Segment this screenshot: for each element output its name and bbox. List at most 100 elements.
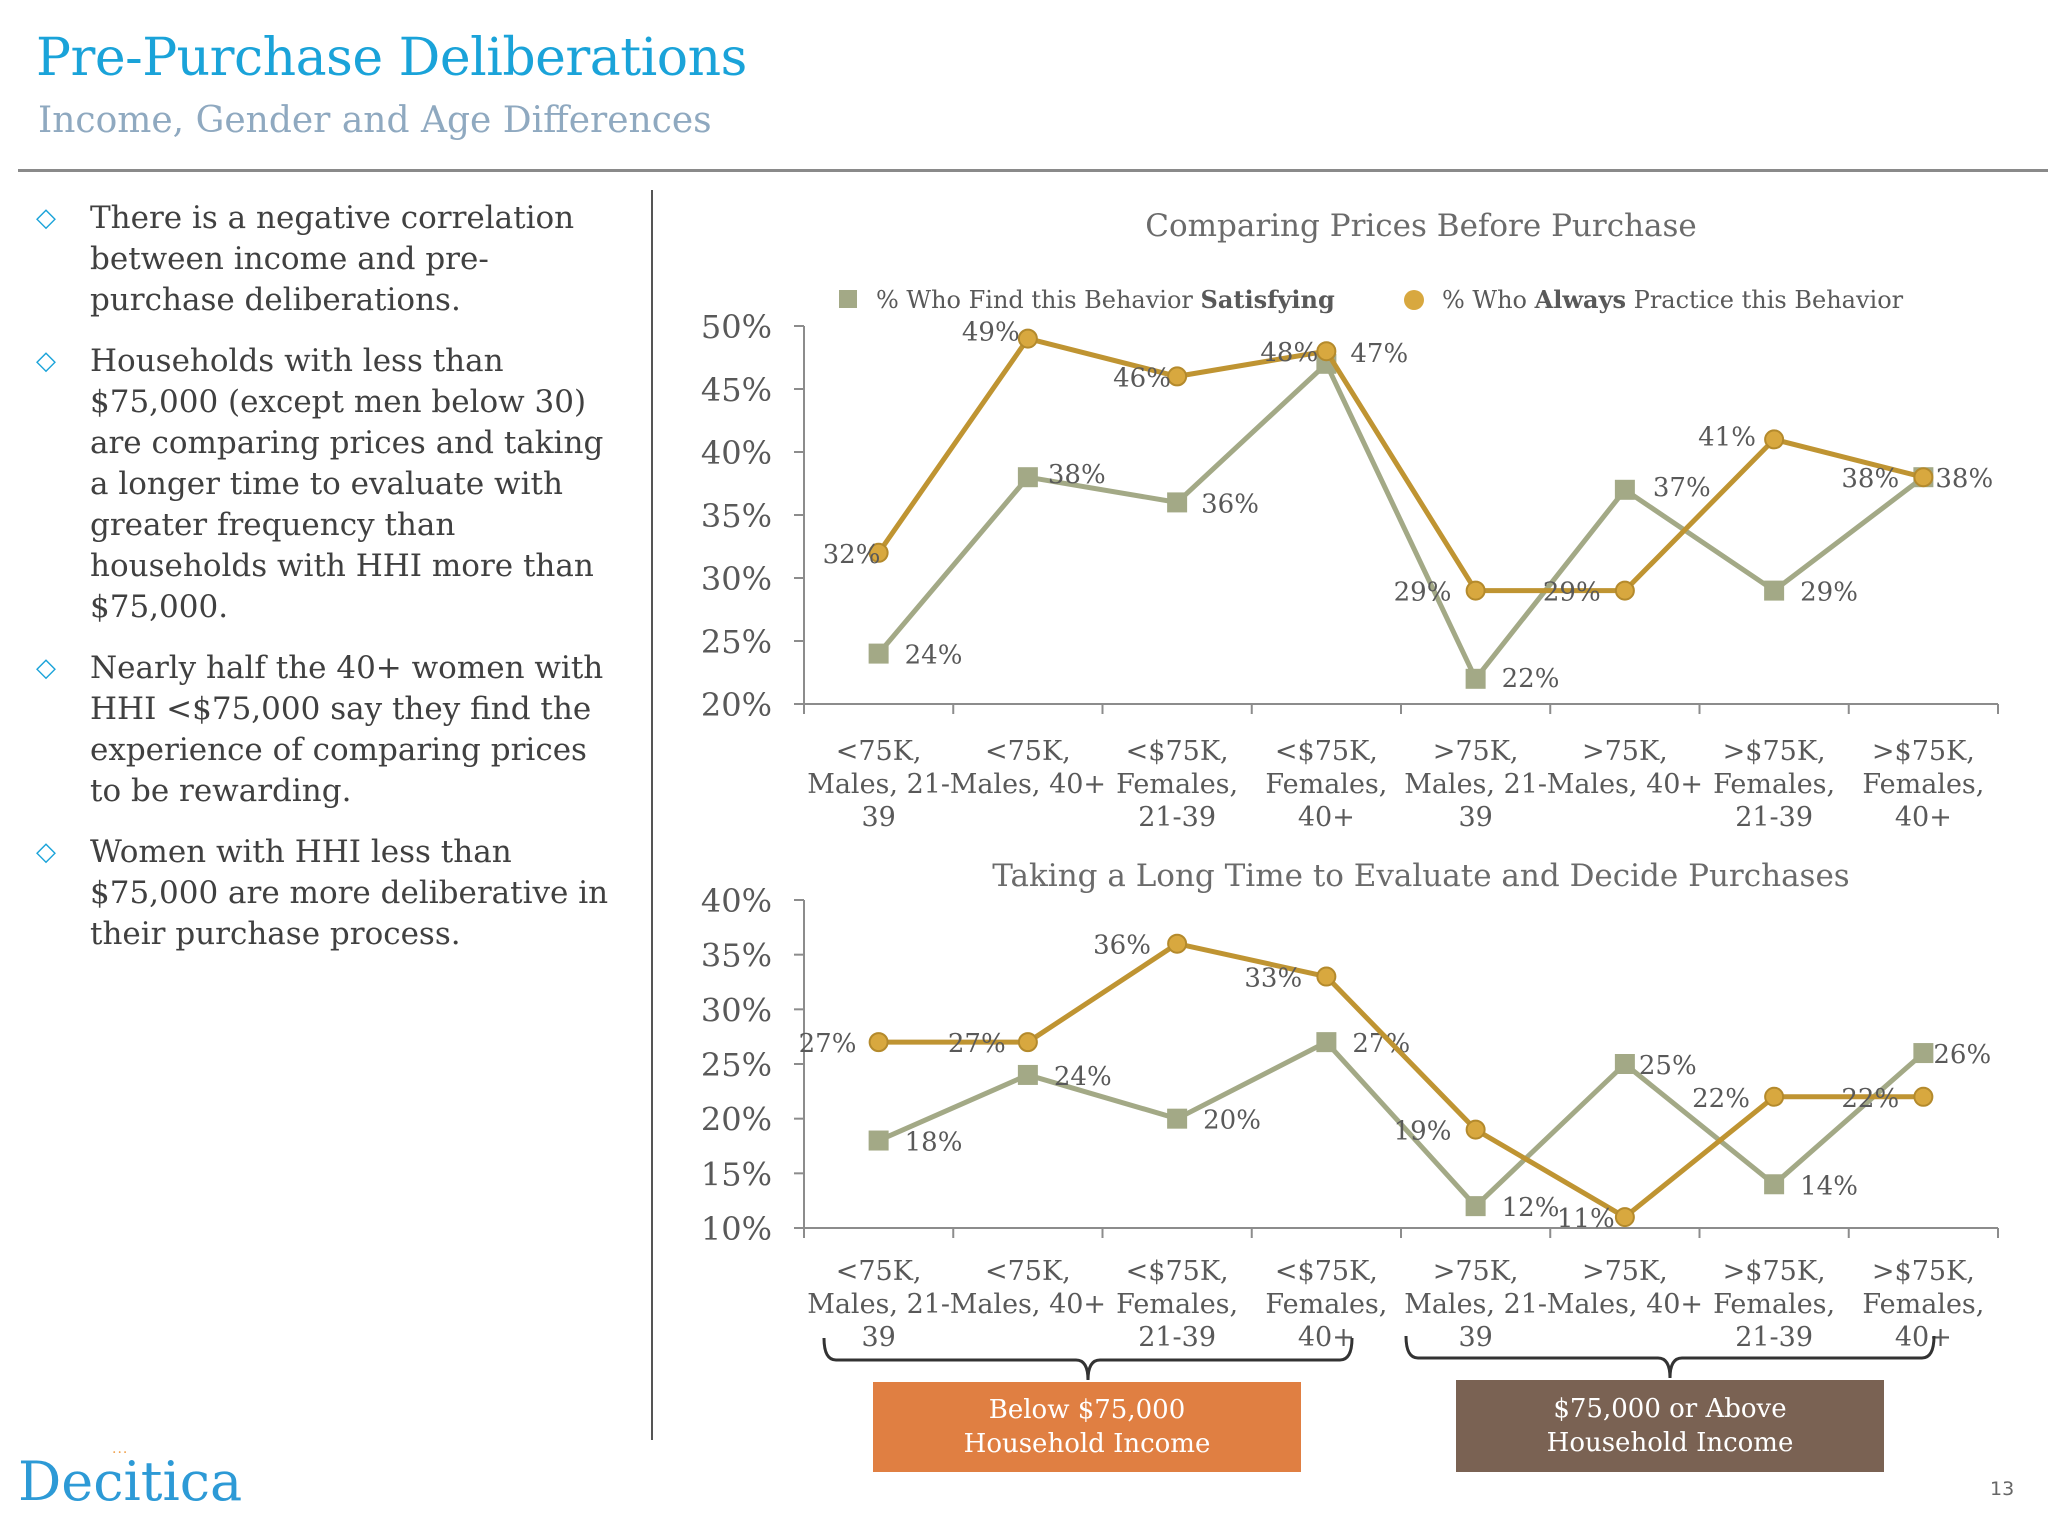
legend-text: Practice this Behavior (1626, 286, 1904, 314)
x-tick-label-line: <75K, (985, 1256, 1071, 1287)
line-chart-1: Comparing Prices Before Purchase 20% 25% 30… (701, 208, 1999, 833)
x-tick-label: <$75K, Females, 21-39 (1116, 736, 1238, 833)
data-label-always: 22% (1841, 1084, 1899, 1114)
data-label-always: 49% (962, 318, 1020, 348)
x-tick-label-line: <75K, (836, 736, 922, 767)
bullet-item: ◇ There is a negative correlation between… (36, 198, 616, 321)
x-tick-label-line: 21-39 (1138, 1322, 1216, 1353)
x-tick-label-line: <$75K, (1275, 1256, 1378, 1287)
data-point-always (1614, 580, 1635, 601)
data-point-always (1017, 1032, 1038, 1053)
data-label-satisfying: 12% (1502, 1193, 1560, 1223)
page-number: 13 (1990, 1478, 2015, 1500)
data-point-always (1913, 1086, 1934, 1107)
bullet-item: ◇ Nearly half the 40+ women with HHI <$75… (36, 648, 616, 812)
x-tick-label: >75K, Males, 21-39 (1404, 1256, 1547, 1353)
x-tick-label-line: <$75K, (1126, 736, 1229, 767)
x-tick-label: <75K, Males, 40+ (950, 736, 1106, 800)
series-line-always (876, 336, 1924, 594)
data-point-satisfying (1167, 1108, 1188, 1129)
data-label-satisfying: 24% (1054, 1062, 1112, 1092)
x-tick-label-line: 40+ (1895, 1322, 1952, 1353)
x-tick-label-line: Males, 40+ (950, 769, 1106, 800)
x-tick-label: >75K, Males, 40+ (1547, 1256, 1703, 1320)
data-point-satisfying (1764, 580, 1785, 601)
y-tick-label: 45% (701, 371, 772, 409)
x-tick-label: <75K, Males, 21-39 (807, 736, 950, 833)
data-label-always: 36% (1093, 931, 1151, 961)
x-tick-label-line: 21-39 (1735, 802, 1813, 833)
x-tick-label-line: >$75K, (1723, 736, 1826, 767)
x-tick-label-line: Males, 40+ (1547, 1289, 1703, 1320)
x-tick-label-line: Males, 40+ (1547, 769, 1703, 800)
data-point-satisfying (1465, 1196, 1486, 1217)
data-label-always: 27% (948, 1029, 1006, 1059)
data-label-satisfying: 38% (1935, 464, 1993, 494)
data-label-satisfying: 36% (1201, 489, 1259, 519)
x-tick-label-line: >$75K, (1872, 1256, 1975, 1287)
legend-label-always: % Who Always Practice this Behavior (1442, 285, 1904, 314)
series-line-satisfying (876, 361, 1925, 682)
data-point-always (1316, 341, 1337, 362)
x-tick-label: <75K, Males, 40+ (950, 1256, 1106, 1320)
bullet-text: There is a negative correlation between … (90, 200, 575, 318)
data-point-always (1614, 1207, 1635, 1228)
data-point-always (1017, 328, 1038, 349)
data-label-satisfying: 37% (1653, 473, 1711, 503)
group-label-line: Below $75,000 (988, 1395, 1186, 1425)
x-tick-label-line: 39 (861, 802, 895, 833)
x-tick-label: >$75K, Females, 40+ (1862, 1256, 1984, 1353)
data-label-always: 27% (799, 1029, 857, 1059)
x-tick-label-line: 21-39 (1138, 802, 1216, 833)
data-point-satisfying (1316, 1032, 1337, 1053)
chart-legend: % Who Find this Behavior Satisfying % Who… (839, 285, 1904, 314)
above-75k-brace (1404, 1335, 1936, 1379)
x-tick-label-line: 40+ (1298, 802, 1355, 833)
y-tick-label: 20% (701, 686, 772, 724)
group-label-line: Household Income (1546, 1428, 1794, 1458)
x-tick-label-line: 39 (861, 1322, 895, 1353)
data-label-satisfying: 20% (1203, 1106, 1261, 1136)
data-point-always (1465, 580, 1486, 601)
data-label-always: 38% (1841, 464, 1899, 494)
x-tick-label-line: <75K, (836, 1256, 922, 1287)
y-tick-label: 15% (701, 1155, 772, 1193)
data-point-always (1764, 1086, 1785, 1107)
data-label-satisfying: 29% (1800, 578, 1858, 608)
x-tick-label-line: Females, (1862, 1289, 1984, 1320)
x-tick-label-line: Females, (1265, 1289, 1387, 1320)
x-tick-label-line: 40+ (1895, 802, 1952, 833)
legend-label-satisfying: % Who Find this Behavior Satisfying (876, 285, 1335, 314)
title-divider (18, 169, 2048, 172)
legend-marker-satisfying (839, 290, 857, 308)
y-tick-label: 40% (701, 882, 772, 920)
x-tick-label-line: Females, (1713, 1289, 1835, 1320)
legend-text-bold: Always (1534, 285, 1626, 314)
series-line-satisfying (877, 1039, 1926, 1209)
data-point-always (1764, 429, 1785, 450)
logo-dots-icon: ··· (112, 1445, 129, 1461)
x-tick-label-line: 39 (1458, 1322, 1492, 1353)
data-label-satisfying: 18% (905, 1128, 963, 1158)
bullet-item: ◇ Households with less than $75,000 (exce… (36, 341, 616, 628)
diamond-bullet-icon: ◇ (36, 837, 56, 867)
data-label-satisfying: 14% (1800, 1171, 1858, 1201)
series-line-always (878, 941, 1924, 1220)
group-label-line: Household Income (963, 1429, 1211, 1459)
diamond-bullet-icon: ◇ (36, 653, 56, 683)
data-label-satisfying: 24% (905, 641, 963, 671)
slide-subtitle: Income, Gender and Age Differences (38, 100, 712, 141)
x-tick-label: <75K, Males, 21-39 (807, 1256, 950, 1353)
data-label-always: 46% (1113, 363, 1171, 393)
company-logo: Decitica (18, 1450, 243, 1513)
data-label-always: 29% (1394, 578, 1452, 608)
x-tick-label-line: >75K, (1582, 1256, 1668, 1287)
y-tick-label: 40% (701, 434, 772, 472)
x-tick-label-line: >$75K, (1872, 736, 1975, 767)
data-point-always (1167, 366, 1188, 387)
diamond-bullet-icon: ◇ (36, 346, 56, 376)
data-point-satisfying (1167, 492, 1188, 513)
data-label-always: 19% (1394, 1117, 1452, 1147)
legend-text: % Who (1442, 286, 1535, 314)
x-tick-label-line: Males, 21- (807, 769, 950, 800)
